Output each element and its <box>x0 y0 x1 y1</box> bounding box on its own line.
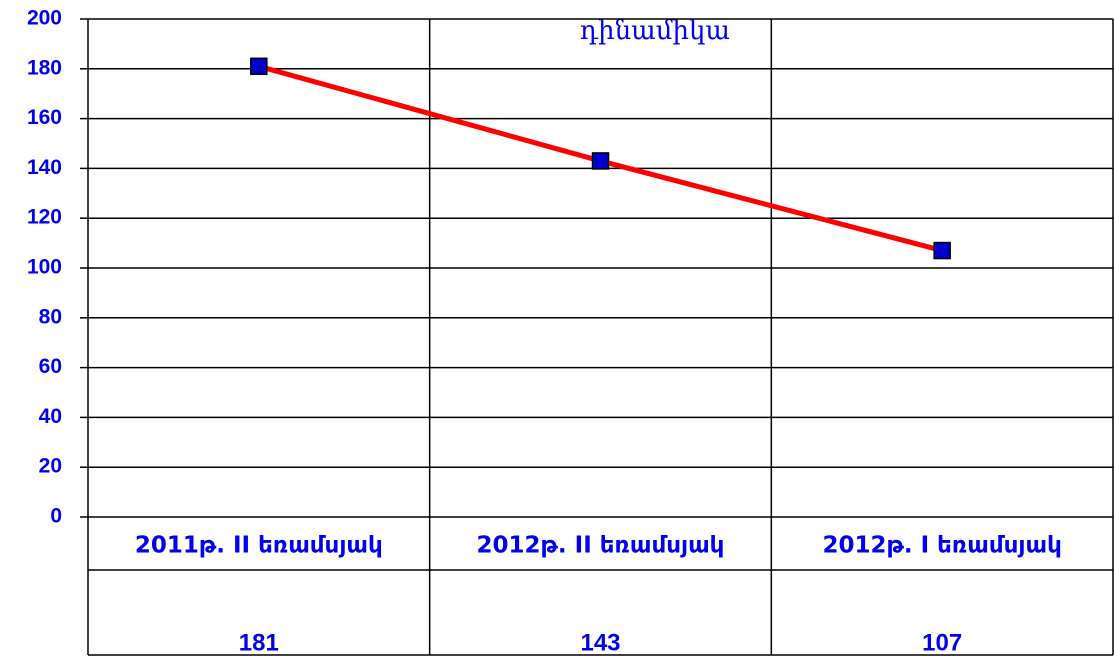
table-value: 107 <box>922 629 962 656</box>
y-tick-label: 180 <box>27 56 62 79</box>
marker <box>591 152 610 170</box>
marker <box>250 57 268 76</box>
y-tick-label: 20 <box>39 455 62 478</box>
table-value: 181 <box>239 629 279 656</box>
y-tick-label: 120 <box>27 206 62 229</box>
y-tick-label: 0 <box>50 505 62 528</box>
y-tick-label: 80 <box>39 305 62 328</box>
chart-title: դինամիկա <box>580 16 730 46</box>
table-value: 143 <box>580 629 620 656</box>
x-tick-label: 2012թ. II եռամսյակ <box>477 533 725 559</box>
marker <box>933 241 951 260</box>
y-tick-label: 40 <box>39 405 62 428</box>
x-tick-label: 2012թ. I եռամսյակ <box>822 533 1061 559</box>
y-tick-label: 200 <box>27 7 62 30</box>
y-tick-label: 160 <box>27 106 62 129</box>
y-tick-label: 100 <box>27 256 62 279</box>
y-tick-label: 60 <box>39 355 62 378</box>
x-tick-label: 2011թ. II եռամսյակ <box>135 533 383 559</box>
y-tick-label: 140 <box>27 156 62 179</box>
